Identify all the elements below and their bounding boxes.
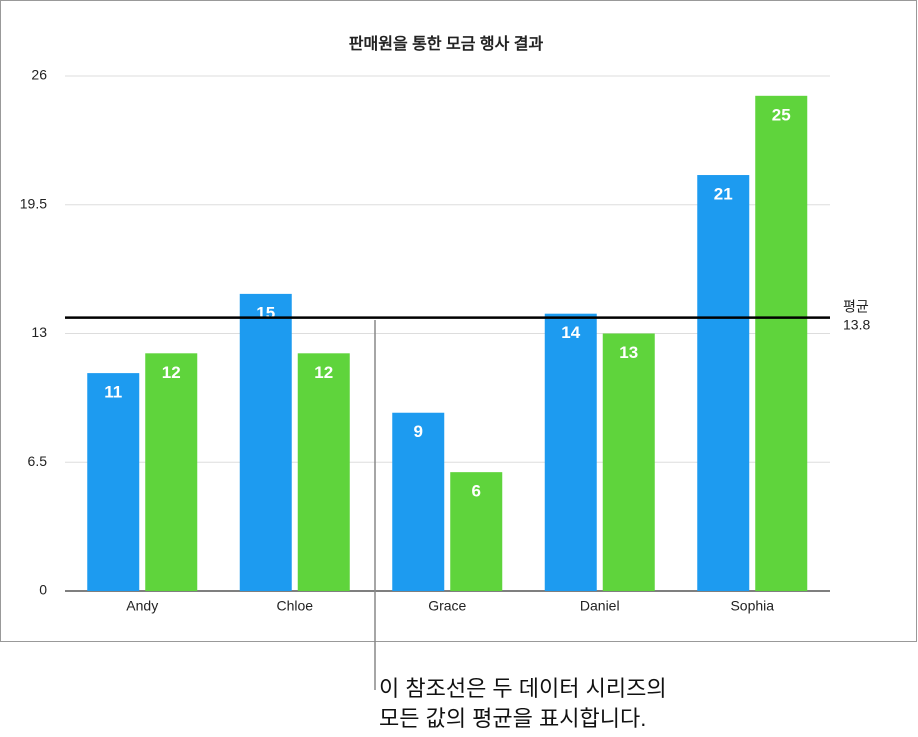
y-tick-label: 6.5 [28,453,48,469]
reference-label: 평균 [843,298,869,314]
bar [392,412,445,591]
value-label: 14 [561,323,580,342]
x-tick-label: Grace [428,598,466,614]
chart-title: 판매원을 통한 모금 행사 결과 [349,34,544,53]
value-label: 9 [414,422,423,441]
value-label: 12 [314,363,333,382]
y-tick-label: 26 [31,67,47,83]
y-tick-label: 19.5 [20,195,47,211]
value-label: 6 [472,482,481,501]
bar [239,293,292,591]
y-tick-label: 13 [31,324,47,340]
x-tick-label: Daniel [580,598,620,614]
reference-value: 13.8 [843,316,870,332]
value-label: 12 [162,363,181,382]
annotation: 모든 값의 평균을 표시합니다. [379,706,646,731]
bar [544,313,597,591]
x-tick-label: Andy [126,598,158,614]
value-label: 25 [772,105,791,124]
bar [297,353,350,591]
y-tick-label: 0 [39,582,47,598]
annotation: 이 참조선은 두 데이터 시리즈의 [379,676,667,701]
bar [87,373,140,591]
bar [697,175,750,592]
value-label: 21 [714,185,733,204]
x-tick-label: Sophia [730,598,774,614]
value-label: 15 [256,303,275,322]
bar [450,472,503,591]
value-label: 13 [619,343,638,362]
x-tick-label: Chloe [276,598,313,614]
bar [755,95,808,592]
value-label: 11 [104,383,122,402]
bar [145,353,198,591]
bar [602,333,655,591]
